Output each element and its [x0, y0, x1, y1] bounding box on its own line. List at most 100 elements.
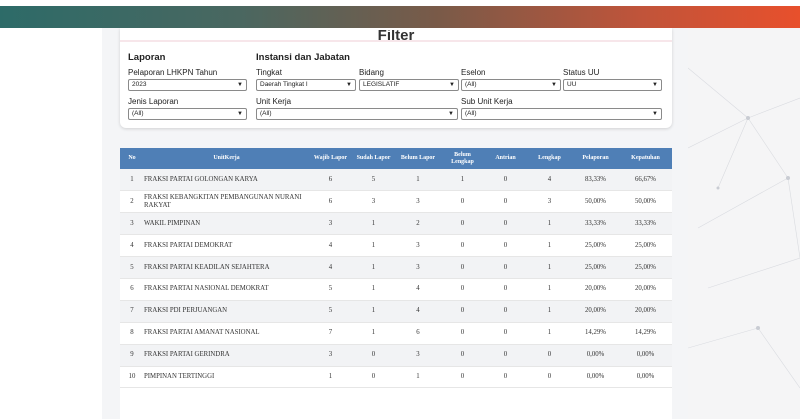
- bidang-label: Bidang: [359, 68, 384, 77]
- cell-lengkap: 4: [527, 169, 572, 192]
- cell-pelaporan: 25,00%: [572, 256, 619, 279]
- cell-belum-lengkap: 1: [441, 169, 484, 192]
- cell-no: 7: [120, 300, 144, 323]
- cell-lengkap: 3: [527, 190, 572, 214]
- cell-kepatuhan: 33,33%: [619, 212, 672, 236]
- sub-unit-kerja-label: Sub Unit Kerja: [461, 97, 513, 106]
- status-uu-label: Status UU: [563, 68, 600, 77]
- cell-wajib-lapor: 5: [309, 278, 352, 301]
- tingkat-select[interactable]: Daerah Tingkat I ▼: [256, 79, 356, 91]
- cell-wajib-lapor: 5: [309, 300, 352, 323]
- cell-unit-kerja: FRAKSI PARTAI GOLONGAN KARYA: [144, 169, 309, 192]
- cell-wajib-lapor: 6: [309, 169, 352, 192]
- cell-sudah-lapor: 1: [352, 322, 395, 345]
- cell-pelaporan: 83,33%: [572, 169, 619, 192]
- cell-kepatuhan: 20,00%: [619, 300, 672, 323]
- col-header-no[interactable]: No: [128, 155, 136, 161]
- compliance-table: No UnitKerja Wajib Lapor Sudah Lapor Bel…: [120, 148, 672, 389]
- eselon-select[interactable]: (All) ▼: [461, 79, 561, 91]
- cell-pelaporan: 25,00%: [572, 234, 619, 258]
- cell-lengkap: 1: [527, 212, 572, 236]
- col-header-belum-lapor[interactable]: Belum Lapor: [400, 155, 436, 161]
- cell-belum-lapor: 3: [395, 344, 441, 367]
- cell-pelaporan: 20,00%: [572, 278, 619, 301]
- col-header-antrian[interactable]: Antrian: [495, 155, 516, 161]
- cell-antrian: 0: [484, 366, 527, 389]
- table-row: 8 FRAKSI PARTAI AMANAT NASIONAL 7 1 6 0 …: [120, 322, 672, 345]
- cell-belum-lapor: 4: [395, 278, 441, 301]
- cell-belum-lapor: 3: [395, 234, 441, 258]
- cell-no: 4: [120, 234, 144, 258]
- pelaporan-label: Pelaporan LHKPN Tahun: [128, 68, 218, 77]
- pelaporan-year-value: 2023: [132, 81, 147, 88]
- cell-belum-lapor: 1: [395, 366, 441, 389]
- cell-no: 3: [120, 212, 144, 236]
- chevron-down-icon: ▼: [652, 82, 658, 88]
- table-row: 3 WAKIL PIMPINAN 3 1 2 0 0 1 33,33% 33,3…: [120, 212, 672, 236]
- jenis-laporan-value: (All): [132, 110, 144, 117]
- cell-kepatuhan: 14,29%: [619, 322, 672, 345]
- cell-antrian: 0: [484, 300, 527, 323]
- chevron-down-icon: ▼: [551, 82, 557, 88]
- cell-belum-lengkap: 0: [441, 212, 484, 236]
- bidang-select[interactable]: LEGISLATIF ▼: [359, 79, 459, 91]
- col-header-lengkap[interactable]: Lengkap: [538, 155, 561, 161]
- cell-no: 6: [120, 278, 144, 301]
- cell-no: 8: [120, 322, 144, 345]
- jenis-laporan-select[interactable]: (All) ▼: [128, 108, 247, 120]
- cell-kepatuhan: 50,00%: [619, 190, 672, 214]
- cell-no: 2: [120, 190, 144, 214]
- chevron-down-icon: ▼: [448, 111, 454, 117]
- eselon-label: Eselon: [461, 68, 486, 77]
- cell-sudah-lapor: 1: [352, 278, 395, 301]
- network-decoration: [688, 67, 800, 389]
- cell-antrian: 0: [484, 322, 527, 345]
- col-header-kepatuhan[interactable]: Kepatuhan: [631, 155, 660, 161]
- cell-unit-kerja: PIMPINAN TERTINGGI: [144, 366, 309, 389]
- status-uu-select[interactable]: UU ▼: [563, 79, 662, 91]
- cell-unit-kerja-line2: RAKYAT: [144, 201, 171, 209]
- col-header-belum-lengkap-line2: Lengkap: [451, 158, 474, 165]
- chevron-down-icon: ▼: [237, 82, 243, 88]
- cell-kepatuhan: 0,00%: [619, 366, 672, 389]
- cell-wajib-lapor: 4: [309, 256, 352, 279]
- filter-panel: Filter Laporan Instansi dan Jabatan Pela…: [120, 28, 672, 128]
- col-header-wajib-lapor[interactable]: Wajib Lapor: [313, 155, 348, 161]
- eselon-value: (All): [465, 81, 477, 88]
- tingkat-value: Daerah Tingkat I: [260, 81, 308, 88]
- col-header-unit-kerja[interactable]: UnitKerja: [213, 155, 240, 161]
- cell-antrian: 0: [484, 212, 527, 236]
- cell-sudah-lapor: 1: [352, 256, 395, 279]
- table-row: 5 FRAKSI PARTAI KEADILAN SEJAHTERA 4 1 3…: [120, 256, 672, 279]
- cell-antrian: 0: [484, 169, 527, 192]
- section-laporan: Laporan: [128, 52, 166, 63]
- cell-antrian: 0: [484, 278, 527, 301]
- table-row: 6 FRAKSI PARTAI NASIONAL DEMOKRAT 5 1 4 …: [120, 278, 672, 301]
- cell-kepatuhan: 66,67%: [619, 169, 672, 192]
- cell-pelaporan: 14,29%: [572, 322, 619, 345]
- cell-wajib-lapor: 4: [309, 234, 352, 258]
- cell-sudah-lapor: 3: [352, 190, 395, 214]
- tingkat-label: Tingkat: [256, 68, 282, 77]
- cell-unit-kerja: WAKIL PIMPINAN: [144, 212, 309, 236]
- col-header-belum-lengkap-line1: Belum: [454, 151, 471, 158]
- col-header-belum-lengkap[interactable]: Belum Lengkap: [441, 148, 484, 169]
- col-header-sudah-lapor[interactable]: Sudah Lapor: [356, 155, 391, 161]
- cell-sudah-lapor: 1: [352, 300, 395, 323]
- table-row: 1 FRAKSI PARTAI GOLONGAN KARYA 6 5 1 1 0…: [120, 169, 672, 192]
- cell-lengkap: 0: [527, 366, 572, 389]
- jenis-laporan-label: Jenis Laporan: [128, 97, 179, 106]
- pelaporan-year-select[interactable]: 2023 ▼: [128, 79, 247, 91]
- cell-wajib-lapor: 3: [309, 344, 352, 367]
- sub-unit-kerja-select[interactable]: (All) ▼: [461, 108, 662, 120]
- unit-kerja-select[interactable]: (All) ▼: [256, 108, 458, 120]
- cell-unit-kerja: FRAKSI KEBANGKITAN PEMBANGUNAN NURANI RAK…: [144, 190, 309, 214]
- cell-kepatuhan: 0,00%: [619, 344, 672, 367]
- col-header-pelaporan[interactable]: Pelaporan: [582, 155, 609, 161]
- sub-unit-kerja-value: (All): [465, 110, 477, 117]
- cell-wajib-lapor: 1: [309, 366, 352, 389]
- cell-pelaporan: 50,00%: [572, 190, 619, 214]
- cell-belum-lengkap: 0: [441, 322, 484, 345]
- cell-belum-lengkap: 0: [441, 344, 484, 367]
- cell-unit-kerja-line1: FRAKSI KEBANGKITAN PEMBANGUNAN NURANI: [144, 193, 302, 201]
